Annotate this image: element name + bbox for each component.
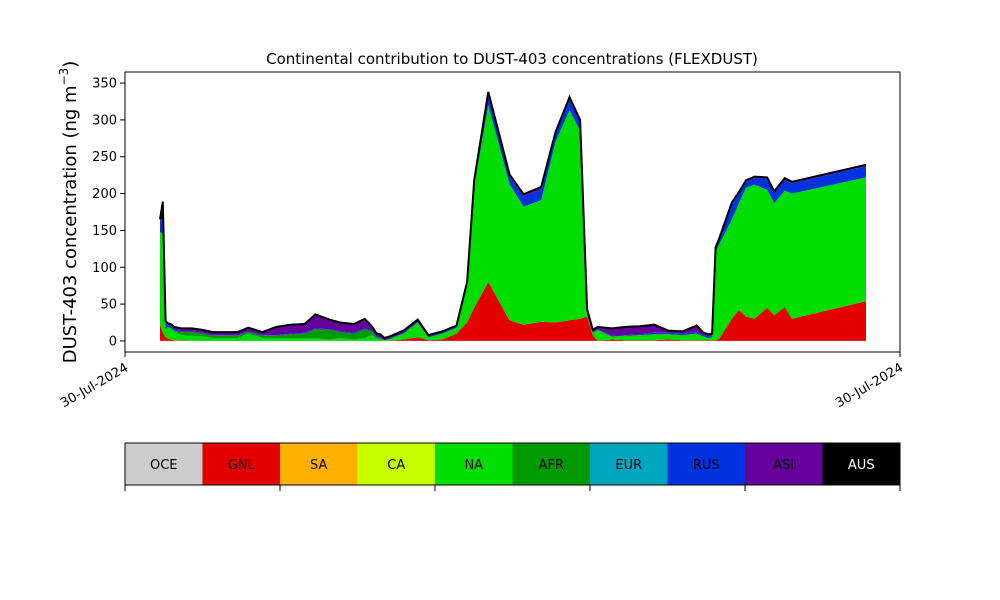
- legend-label-gnl: GNL: [228, 458, 256, 473]
- y-tick-label-350: 350: [92, 77, 117, 92]
- y-tick-label-150: 150: [92, 224, 117, 239]
- legend-label-na: NA: [464, 458, 483, 473]
- legend-swatch-aus: [822, 443, 900, 485]
- legend-swatch-na: [435, 443, 513, 485]
- legend-label-afr: AFR: [539, 458, 564, 473]
- plot-area: [159, 91, 867, 341]
- legend-swatch-rus: [667, 443, 745, 485]
- legend-swatch-gnl: [202, 443, 280, 485]
- legend-swatch-eur: [590, 443, 668, 485]
- legend-swatch-afr: [512, 443, 590, 485]
- legend-frame: [124, 442, 901, 486]
- legend-label-eur: EUR: [615, 458, 642, 473]
- x-tick-label-1: 30-Jul-2024: [833, 360, 906, 411]
- legend-swatch-oce: [125, 443, 203, 485]
- legend-label-asi: ASI: [773, 458, 794, 473]
- legend-label-aus: AUS: [848, 458, 875, 473]
- y-axis-label-sup: −3: [57, 68, 71, 86]
- legend-label-oce: OCE: [150, 458, 178, 473]
- x-tick-label-0: 30-Jul-2024: [58, 360, 131, 411]
- y-axis-label-main: DUST-403 concentration (ng m: [60, 85, 81, 363]
- legend-swatch-sa: [280, 443, 358, 485]
- y-axis: 0 50 100 150 200 250 300 350: [92, 77, 125, 349]
- y-tick-label-100: 100: [92, 261, 117, 276]
- y-tick-label-250: 250: [92, 150, 117, 165]
- y-axis-label-close: ): [60, 61, 81, 68]
- y-axis-label: DUST-403 concentration (ng m−3): [57, 61, 81, 364]
- legend-label-rus: RUS: [693, 458, 720, 473]
- area-series-na: [160, 105, 866, 341]
- area-series-gnl: [160, 282, 866, 341]
- legend-swatch-ca: [357, 443, 435, 485]
- y-tick-label-50: 50: [100, 298, 117, 313]
- legend-swatch-asi: [745, 443, 823, 485]
- y-tick-label-0: 0: [109, 334, 117, 349]
- plot-frame: [124, 71, 901, 353]
- total-line: [159, 91, 867, 340]
- legend-colorbar: OCE GNL SA CA NA AFR EUR RUS ASI AUS: [124, 442, 901, 491]
- chart-title: Continental contribution to DUST-403 con…: [266, 50, 758, 68]
- y-tick-label-200: 200: [92, 187, 117, 202]
- x-axis: 30-Jul-2024 30-Jul-2024: [58, 352, 906, 411]
- legend-label-ca: CA: [387, 458, 405, 473]
- legend-label-sa: SA: [310, 458, 327, 473]
- y-tick-label-300: 300: [92, 113, 117, 128]
